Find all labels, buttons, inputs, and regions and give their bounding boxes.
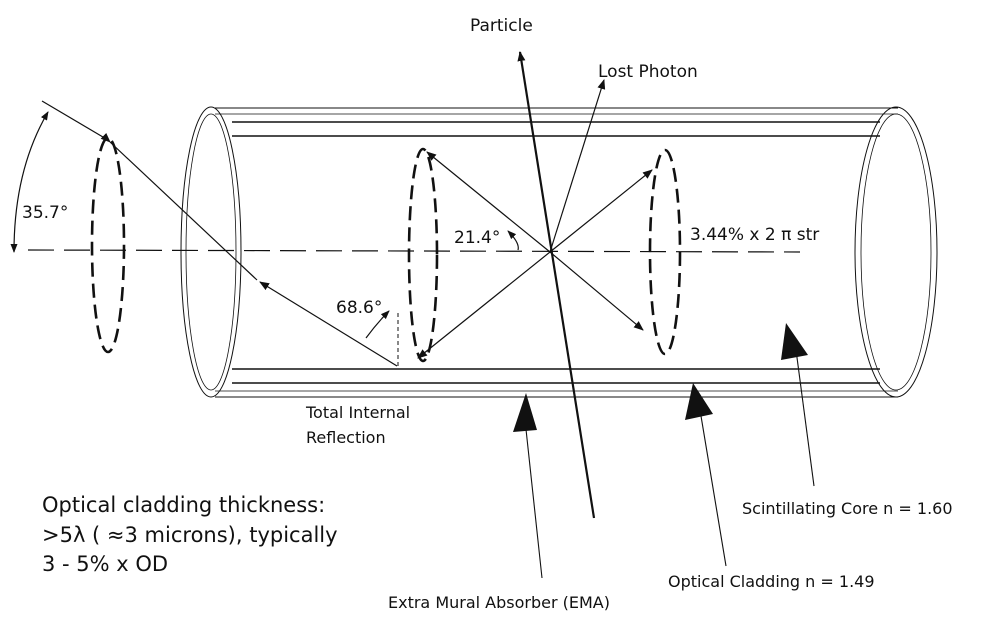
core-pointer-head [781, 323, 808, 360]
incoming-ray-entry [41, 100, 109, 141]
lost-photon-ray [549, 79, 606, 253]
left-end-face-outer [180, 106, 242, 398]
ray-upper-right [549, 169, 653, 253]
cladding-label: Optical Cladding n = 1.49 [668, 572, 875, 591]
ray-lower-left [417, 251, 551, 359]
reflection-angle-arc [365, 310, 390, 339]
ray-upper-left [426, 151, 551, 253]
cladding-note-line2: >5λ ( ≈3 microns), typically [42, 523, 338, 547]
acceptance-angle-arc [10, 111, 49, 253]
incoming-ray-segment-1 [100, 132, 258, 281]
tir-label-line1: Total Internal [305, 403, 410, 422]
right-end-face-outer [854, 106, 938, 398]
emission-angle-arc [507, 230, 519, 251]
emitted-rays [417, 79, 653, 359]
reflection-angle-label: 68.6° [336, 298, 382, 318]
acceptance-cones [90, 136, 682, 363]
lost-photon-label: Lost Photon [598, 62, 698, 82]
cladding-pointer-head [685, 383, 713, 420]
ema-pointer-head [513, 393, 537, 432]
ema-pointer-line [524, 419, 543, 579]
core-label: Scintillating Core n = 1.60 [742, 499, 953, 518]
incoming-ray-segment-2 [259, 281, 398, 367]
core-pointer-line [795, 349, 815, 487]
tir-label-line2: Reflection [306, 428, 386, 447]
solid-angle-label: 3.44% x 2 π str [690, 225, 819, 245]
ray-lower-right [549, 251, 644, 331]
left-end-face-inner [185, 113, 237, 391]
acceptance-angle-label: 35.7° [22, 203, 68, 223]
particle-track [517, 51, 596, 519]
pointer-arrows [513, 323, 815, 579]
ema-label: Extra Mural Absorber (EMA) [388, 593, 610, 612]
acceptance-cone-left [90, 136, 126, 354]
cladding-note-line3: 3 - 5% x OD [42, 552, 168, 576]
fiber-axis [27, 249, 801, 253]
cladding-pointer-line [699, 409, 727, 567]
emission-angle-label: 21.4° [454, 228, 500, 248]
incoming-ray [41, 100, 399, 367]
reflection-cone-middle [407, 147, 439, 363]
fiber-tube [180, 106, 938, 398]
right-end-face-inner [860, 113, 932, 391]
cladding-note-line1: Optical cladding thickness: [42, 493, 325, 517]
particle-label: Particle [470, 16, 533, 36]
